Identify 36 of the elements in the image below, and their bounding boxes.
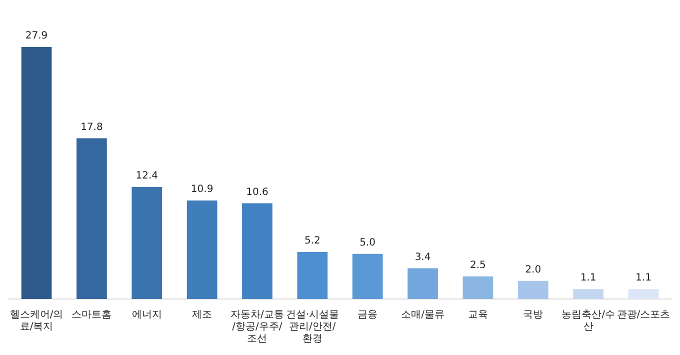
data-label: 27.9 [25,30,48,42]
data-label: 5.2 [304,236,320,247]
bar [352,254,383,299]
x-tick-label: 농림축산/수산 [562,310,615,333]
x-tick-label: 국방 [523,310,544,321]
data-label: 17.8 [80,122,103,133]
x-tick-label: 에너지 [132,310,162,321]
bar [76,138,107,299]
data-label: 2.5 [470,260,486,272]
data-label: 3.4 [414,252,431,263]
bar [132,186,162,299]
bar [297,252,328,299]
bar [518,280,548,299]
data-label: 5.0 [360,237,376,248]
data-label: 12.4 [136,170,158,182]
x-tick-label: 제조 [192,310,212,321]
data-label: 1.1 [636,272,652,284]
bar [628,289,659,299]
data-label: 10.6 [246,186,268,198]
x-tick-label: 관광/스포츠 [616,310,670,321]
x-tick-label: 교육 [468,310,488,321]
x-tick-label: 헬스케어/의료/복지 [10,310,64,333]
data-label: 2.0 [525,264,542,276]
x-tick-label: 금융 [358,310,378,321]
bar [242,203,272,299]
x-tick-label: 건설·시설물관리/안전/환경 [286,310,340,345]
data-label: 1.1 [580,272,596,284]
x-tick-label: 스마트홈 [72,310,112,321]
x-tick-label: 자동차/교통/항공/우주/조선 [230,310,284,345]
bar [573,289,604,299]
bar [21,46,52,299]
data-label: 10.9 [190,184,214,196]
bar [408,268,438,299]
bar [186,200,218,299]
bar [462,276,494,299]
x-tick-label: 소매/물류 [401,310,444,321]
